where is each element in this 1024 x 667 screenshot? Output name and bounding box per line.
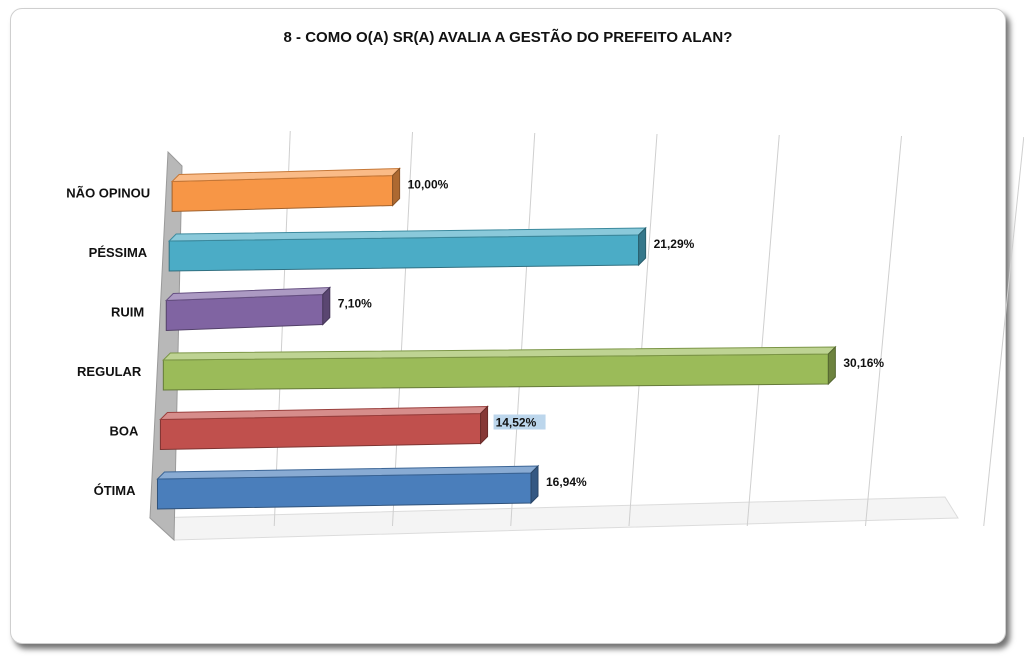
bar [156,464,540,510]
value-label: 21,29% [654,237,695,251]
value-label: 10,00% [408,178,449,192]
gridline [983,136,1024,527]
gridline [510,132,536,527]
category-label: PÉSSIMA [89,245,148,260]
bar [170,167,401,213]
category-label: NÃO OPINOU [66,186,150,201]
gridlines [273,130,1024,527]
bar [164,286,332,332]
category-label: REGULAR [77,364,142,379]
value-label: 14,52% [496,416,537,430]
bar-end [392,167,401,207]
bar-end [322,286,331,326]
bars [156,167,837,510]
bar-end [480,405,489,445]
category-label: BOA [110,424,140,439]
bar-end [827,345,836,386]
gridline [865,135,902,527]
value-label-highlight [493,414,546,430]
gridline [628,133,658,527]
category-label: ÓTIMA [94,483,136,498]
gridline [746,134,780,527]
chart-title: 8 - COMO O(A) SR(A) AVALIA A GESTÃO DO P… [283,29,733,46]
bar-end [638,226,647,267]
bar [162,345,837,391]
gridline [392,131,413,527]
value-label: 30,16% [843,356,884,370]
labels: ÓTIMA 16,94% BOA 14,52% REGULAR 30,16% RUIM 7,1… [66,178,884,499]
value-label: 7,10% [338,297,372,311]
bar [167,226,647,272]
value-label: 16,94% [546,475,587,489]
bar-end [530,464,539,505]
category-label: RUIM [111,305,144,320]
bar [159,405,489,451]
